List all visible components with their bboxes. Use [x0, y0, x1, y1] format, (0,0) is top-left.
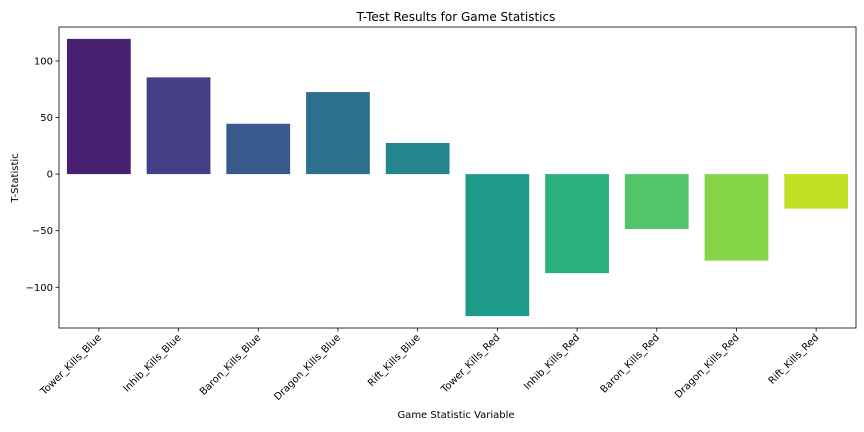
- y-axis: −100 −50 0 50 100: [26, 56, 59, 294]
- x-tick-label: Inhib_Kills_Red: [522, 332, 582, 392]
- x-tick-label: Baron_Kills_Red: [599, 332, 662, 395]
- plot-frame: [58, 26, 857, 329]
- x-tick-label: Tower_Kills_Blue: [38, 332, 104, 398]
- chart-title: T-Test Results for Game Statistics: [356, 10, 556, 24]
- y-axis-label: T-Statistic: [10, 153, 21, 203]
- x-tick-label: Rift_Kills_Red: [767, 332, 822, 387]
- y-tick-label: −50: [32, 226, 53, 237]
- bar-rift-kills-red: [784, 174, 849, 209]
- bar-baron-kills-red: [624, 174, 689, 229]
- x-tick-label: Dragon_Kills_Blue: [272, 332, 343, 403]
- y-tick-label: 100: [34, 56, 53, 67]
- x-tick-label: Tower_Kills_Red: [439, 332, 503, 396]
- x-axis: Tower_Kills_Blue Inhib_Kills_Blue Baron_Ki…: [38, 328, 821, 403]
- x-tick-label: Rift_Kills_Blue: [366, 332, 423, 389]
- y-tick-label: 50: [40, 113, 53, 124]
- bar-dragon-kills-red: [704, 174, 769, 261]
- bar-dragon-kills-blue: [306, 92, 370, 175]
- bar-tower-kills-blue: [66, 38, 131, 175]
- bar-inhib-kills-red: [545, 174, 609, 274]
- x-tick-label: Dragon_Kills_Red: [673, 332, 741, 400]
- x-tick-label: Baron_Kills_Blue: [198, 332, 263, 397]
- y-tick-label: 0: [47, 170, 53, 181]
- bar-rift-kills-blue: [385, 142, 450, 175]
- plot-area: [66, 38, 849, 317]
- y-tick-label: −100: [26, 283, 53, 294]
- bar-inhib-kills-blue: [146, 77, 211, 175]
- x-axis-label: Game Statistic Variable: [397, 410, 514, 421]
- bar-tower-kills-red: [465, 174, 530, 317]
- bar-baron-kills-blue: [226, 123, 291, 175]
- x-tick-label: Inhib_Kills_Blue: [121, 332, 183, 394]
